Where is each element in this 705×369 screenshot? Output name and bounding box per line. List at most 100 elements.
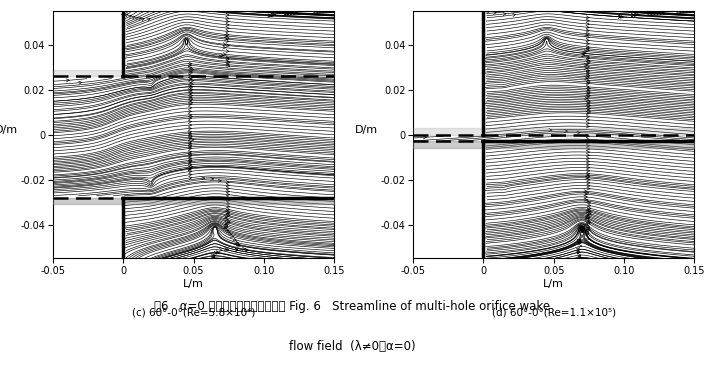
FancyArrowPatch shape [319, 10, 322, 13]
FancyArrowPatch shape [188, 117, 192, 120]
FancyArrowPatch shape [587, 187, 590, 190]
FancyArrowPatch shape [579, 256, 582, 259]
FancyArrowPatch shape [188, 106, 192, 110]
FancyArrowPatch shape [587, 225, 589, 228]
FancyArrowPatch shape [189, 70, 192, 73]
FancyArrowPatch shape [587, 144, 589, 147]
FancyArrowPatch shape [587, 166, 589, 169]
FancyArrowPatch shape [188, 137, 192, 140]
FancyArrowPatch shape [586, 89, 589, 92]
FancyArrowPatch shape [316, 10, 319, 13]
FancyArrowPatch shape [577, 131, 580, 134]
FancyArrowPatch shape [587, 139, 590, 142]
FancyArrowPatch shape [190, 101, 193, 104]
FancyArrowPatch shape [584, 193, 587, 196]
FancyArrowPatch shape [226, 184, 229, 187]
FancyArrowPatch shape [587, 122, 589, 125]
FancyArrowPatch shape [190, 94, 193, 97]
FancyArrowPatch shape [329, 10, 332, 13]
FancyArrowPatch shape [586, 208, 589, 211]
FancyArrowPatch shape [188, 163, 192, 167]
FancyArrowPatch shape [221, 54, 223, 57]
FancyArrowPatch shape [290, 11, 293, 14]
FancyArrowPatch shape [216, 251, 219, 254]
FancyArrowPatch shape [586, 35, 589, 38]
FancyArrowPatch shape [322, 10, 326, 13]
FancyArrowPatch shape [128, 15, 131, 18]
FancyArrowPatch shape [224, 37, 228, 41]
FancyArrowPatch shape [631, 14, 634, 17]
FancyArrowPatch shape [214, 251, 217, 254]
FancyArrowPatch shape [587, 138, 589, 141]
FancyArrowPatch shape [316, 10, 319, 13]
FancyArrowPatch shape [66, 79, 69, 82]
FancyArrowPatch shape [189, 66, 192, 69]
FancyArrowPatch shape [577, 239, 581, 242]
FancyArrowPatch shape [587, 220, 591, 223]
FancyArrowPatch shape [188, 167, 192, 170]
FancyArrowPatch shape [226, 181, 229, 184]
FancyArrowPatch shape [188, 151, 192, 154]
FancyArrowPatch shape [578, 256, 582, 259]
FancyArrowPatch shape [587, 169, 589, 172]
FancyArrowPatch shape [586, 16, 589, 19]
FancyArrowPatch shape [189, 135, 192, 138]
FancyArrowPatch shape [236, 242, 240, 246]
FancyArrowPatch shape [587, 100, 590, 103]
FancyArrowPatch shape [618, 15, 621, 18]
FancyArrowPatch shape [188, 157, 192, 160]
FancyArrowPatch shape [586, 79, 589, 82]
FancyArrowPatch shape [226, 214, 228, 217]
FancyArrowPatch shape [287, 12, 290, 15]
FancyArrowPatch shape [188, 160, 192, 163]
FancyArrowPatch shape [226, 56, 229, 59]
FancyArrowPatch shape [189, 167, 192, 170]
FancyArrowPatch shape [585, 191, 589, 194]
FancyArrowPatch shape [124, 14, 128, 17]
FancyArrowPatch shape [587, 206, 591, 209]
FancyArrowPatch shape [587, 181, 590, 184]
FancyArrowPatch shape [587, 163, 589, 166]
FancyArrowPatch shape [188, 92, 192, 95]
FancyArrowPatch shape [223, 226, 226, 228]
FancyArrowPatch shape [587, 178, 590, 181]
FancyArrowPatch shape [227, 65, 230, 68]
FancyArrowPatch shape [226, 208, 230, 211]
FancyArrowPatch shape [586, 62, 589, 65]
FancyArrowPatch shape [242, 247, 245, 250]
FancyArrowPatch shape [587, 110, 591, 113]
FancyArrowPatch shape [579, 241, 582, 244]
FancyArrowPatch shape [587, 99, 589, 101]
FancyArrowPatch shape [293, 11, 297, 14]
FancyArrowPatch shape [582, 225, 584, 229]
FancyArrowPatch shape [233, 238, 236, 241]
FancyArrowPatch shape [587, 175, 590, 178]
FancyArrowPatch shape [584, 222, 588, 225]
FancyArrowPatch shape [218, 179, 221, 182]
FancyArrowPatch shape [226, 33, 229, 36]
FancyArrowPatch shape [585, 176, 589, 179]
FancyArrowPatch shape [227, 61, 230, 64]
FancyArrowPatch shape [190, 68, 194, 71]
FancyArrowPatch shape [202, 177, 204, 180]
FancyArrowPatch shape [211, 177, 214, 180]
FancyArrowPatch shape [226, 193, 230, 196]
FancyArrowPatch shape [513, 13, 516, 17]
FancyArrowPatch shape [191, 138, 194, 141]
FancyArrowPatch shape [584, 34, 588, 37]
FancyArrowPatch shape [587, 90, 590, 93]
FancyArrowPatch shape [631, 14, 634, 17]
FancyArrowPatch shape [584, 77, 588, 80]
FancyArrowPatch shape [586, 216, 589, 218]
FancyArrowPatch shape [587, 227, 590, 231]
FancyArrowPatch shape [188, 127, 192, 130]
FancyArrowPatch shape [586, 65, 589, 68]
FancyArrowPatch shape [216, 251, 219, 254]
FancyArrowPatch shape [287, 12, 290, 15]
FancyArrowPatch shape [235, 243, 239, 246]
FancyArrowPatch shape [587, 157, 589, 160]
FancyArrowPatch shape [226, 199, 230, 202]
FancyArrowPatch shape [586, 92, 589, 95]
FancyArrowPatch shape [586, 69, 589, 72]
FancyArrowPatch shape [225, 228, 228, 231]
